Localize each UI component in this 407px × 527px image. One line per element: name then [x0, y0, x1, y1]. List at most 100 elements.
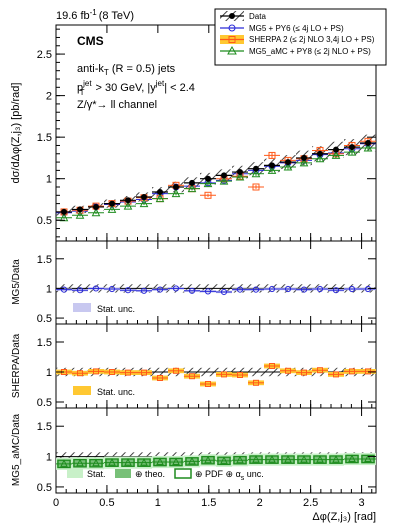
- amc-pdf-swatch: [174, 468, 192, 479]
- amc-ratio-point: [156, 457, 164, 466]
- x-tick-label: 2: [257, 497, 263, 509]
- sherpa-ratio-point: [253, 379, 259, 386]
- mg5-ratio-point: [124, 287, 132, 294]
- mg5-ratio-point: [92, 285, 100, 292]
- legend-sherpa-marker: [228, 36, 236, 43]
- sherpa-point: [268, 151, 276, 159]
- x-axis-label: Δφ(Z,j₃) [rad]: [312, 511, 376, 523]
- sherpa-ratio-point: [188, 373, 195, 380]
- amc-point: [139, 198, 149, 208]
- data-point: [284, 159, 291, 166]
- mg5-ratio-point: [316, 285, 324, 293]
- main-series-group: [56, 137, 376, 222]
- amc-ratio-point: [300, 454, 308, 463]
- data-point: [188, 179, 195, 186]
- amc-ratio-point: [348, 454, 356, 462]
- mg5-stat-swatch: [73, 303, 91, 312]
- data-point: [364, 139, 371, 146]
- amc-ratio-point: [204, 455, 212, 464]
- amc-ratio-point: [188, 456, 196, 465]
- amc-ratio-point: [76, 458, 84, 467]
- amc-ratio-point: [124, 458, 132, 466]
- mg5-ratio-point: [60, 286, 68, 293]
- channel-annotation: Z/γ*→ ll channel: [77, 99, 157, 111]
- axes-ticks-group: 0 0.5 1 1.5 2 2.5 30.511.522.50.511.50.511.50.…: [37, 25, 376, 509]
- amc-point: [219, 176, 229, 185]
- legend-amc-marker: [227, 45, 237, 55]
- amc-point: [171, 188, 181, 198]
- legend-sherpa-label: SHERPA 2 (≤ 2j NLO 3,4j LO + PS): [249, 35, 375, 44]
- amc-point: [75, 210, 85, 219]
- mg5-ratio-point: [252, 286, 260, 293]
- amc-ratio-point: [364, 454, 372, 462]
- ratio-y-tick-label: 1.5: [37, 254, 52, 266]
- mg5-ratio-point: [76, 287, 84, 294]
- data-point: [268, 162, 275, 169]
- ratio-y-tick-label: 1.5: [37, 421, 52, 433]
- data-point: [237, 169, 244, 176]
- data-point: [253, 165, 259, 172]
- ratio-y-tick-label: 0.5: [37, 482, 52, 494]
- legend: Data MG5 + PY6 (≤ 4j LO + PS) SHERPA 2 (…: [214, 8, 387, 66]
- data-point: [333, 146, 339, 153]
- main-y-tick-label: 0.5: [37, 215, 52, 227]
- main-y-tick-label: 2: [46, 91, 52, 103]
- amc-theo-swatch: [115, 469, 131, 478]
- amc-point: [187, 183, 197, 193]
- amc-point: [59, 212, 69, 222]
- x-tick-label: 0.5: [99, 497, 114, 509]
- sherpa-ratio-point: [333, 371, 339, 378]
- x-tick-label: 1.5: [201, 497, 216, 509]
- ratio-y-tick-label: 1: [46, 283, 52, 295]
- data-point: [348, 144, 355, 151]
- amc-point: [91, 207, 101, 217]
- sherpa-ratio-point: [141, 369, 148, 376]
- mg5-ratio-point: [188, 287, 196, 294]
- x-tick-label: 3: [359, 497, 365, 509]
- mg5-stat-label: Stat. unc.: [97, 304, 135, 314]
- ratio-y-tick-label: 1: [46, 452, 52, 464]
- sherpa-ratio-point: [77, 370, 84, 377]
- sherpa-ratio-point: [268, 363, 275, 369]
- mg5-ratio-point: [300, 286, 308, 293]
- legend-mg5-marker: [228, 24, 236, 32]
- mg5-ratio-point: [172, 285, 180, 292]
- sherpa-stat-swatch: [73, 386, 91, 395]
- amc-stat-label: Stat.: [87, 469, 106, 479]
- sherpa-ratio-point: [364, 368, 371, 375]
- amc-stat-swatch: [67, 469, 83, 478]
- sherpa-point: [252, 183, 260, 191]
- amc-point: [107, 204, 117, 213]
- main-y-tick-label: 1.5: [37, 132, 52, 144]
- data-point: [141, 193, 148, 200]
- data-point: [108, 200, 115, 207]
- sherpa-stat-label: Stat. unc.: [97, 387, 135, 397]
- amc-point: [331, 150, 341, 159]
- data-point: [221, 172, 228, 179]
- ratio-y-tick-label: 1.5: [37, 337, 52, 349]
- ratio-sherpa-y-axis-label: SHERPA/Data: [11, 333, 22, 398]
- amc-ratio-point: [108, 458, 116, 466]
- main-y-axis-label: dσ/dΔφ(Z,j₃) [pb/rad]: [10, 83, 22, 184]
- mg5-ratio-point: [204, 288, 212, 295]
- ratio-mg5-y-axis-label: MG5/Data: [11, 259, 22, 305]
- amc-ratio-point: [284, 454, 292, 463]
- main-y-tick-label: 1: [46, 174, 52, 186]
- x-tick-label: 2.5: [303, 497, 318, 509]
- data-point: [204, 175, 211, 182]
- lumi-label: 19.6 fb-1 (8 TeV): [56, 8, 134, 22]
- sherpa-ratio-point: [124, 369, 131, 376]
- mg5-ratio-point: [156, 286, 164, 293]
- legend-data-marker: [229, 13, 235, 19]
- amc-ratio-point: [92, 458, 100, 467]
- amc-ratio-point: [220, 456, 228, 464]
- legend-mg5-label: MG5 + PY6 (≤ 4j LO + PS): [249, 24, 344, 33]
- ratio-panel-amc-frame: [55, 407, 377, 494]
- amc-point: [235, 171, 245, 181]
- mg5-ratio-point: [268, 285, 276, 293]
- amc-theo-label: ⊕ theo.: [135, 469, 165, 479]
- data-point: [61, 208, 68, 215]
- jets-annotation: anti-kT (R = 0.5) jets: [77, 63, 176, 77]
- sherpa-ratio-point: [157, 375, 164, 381]
